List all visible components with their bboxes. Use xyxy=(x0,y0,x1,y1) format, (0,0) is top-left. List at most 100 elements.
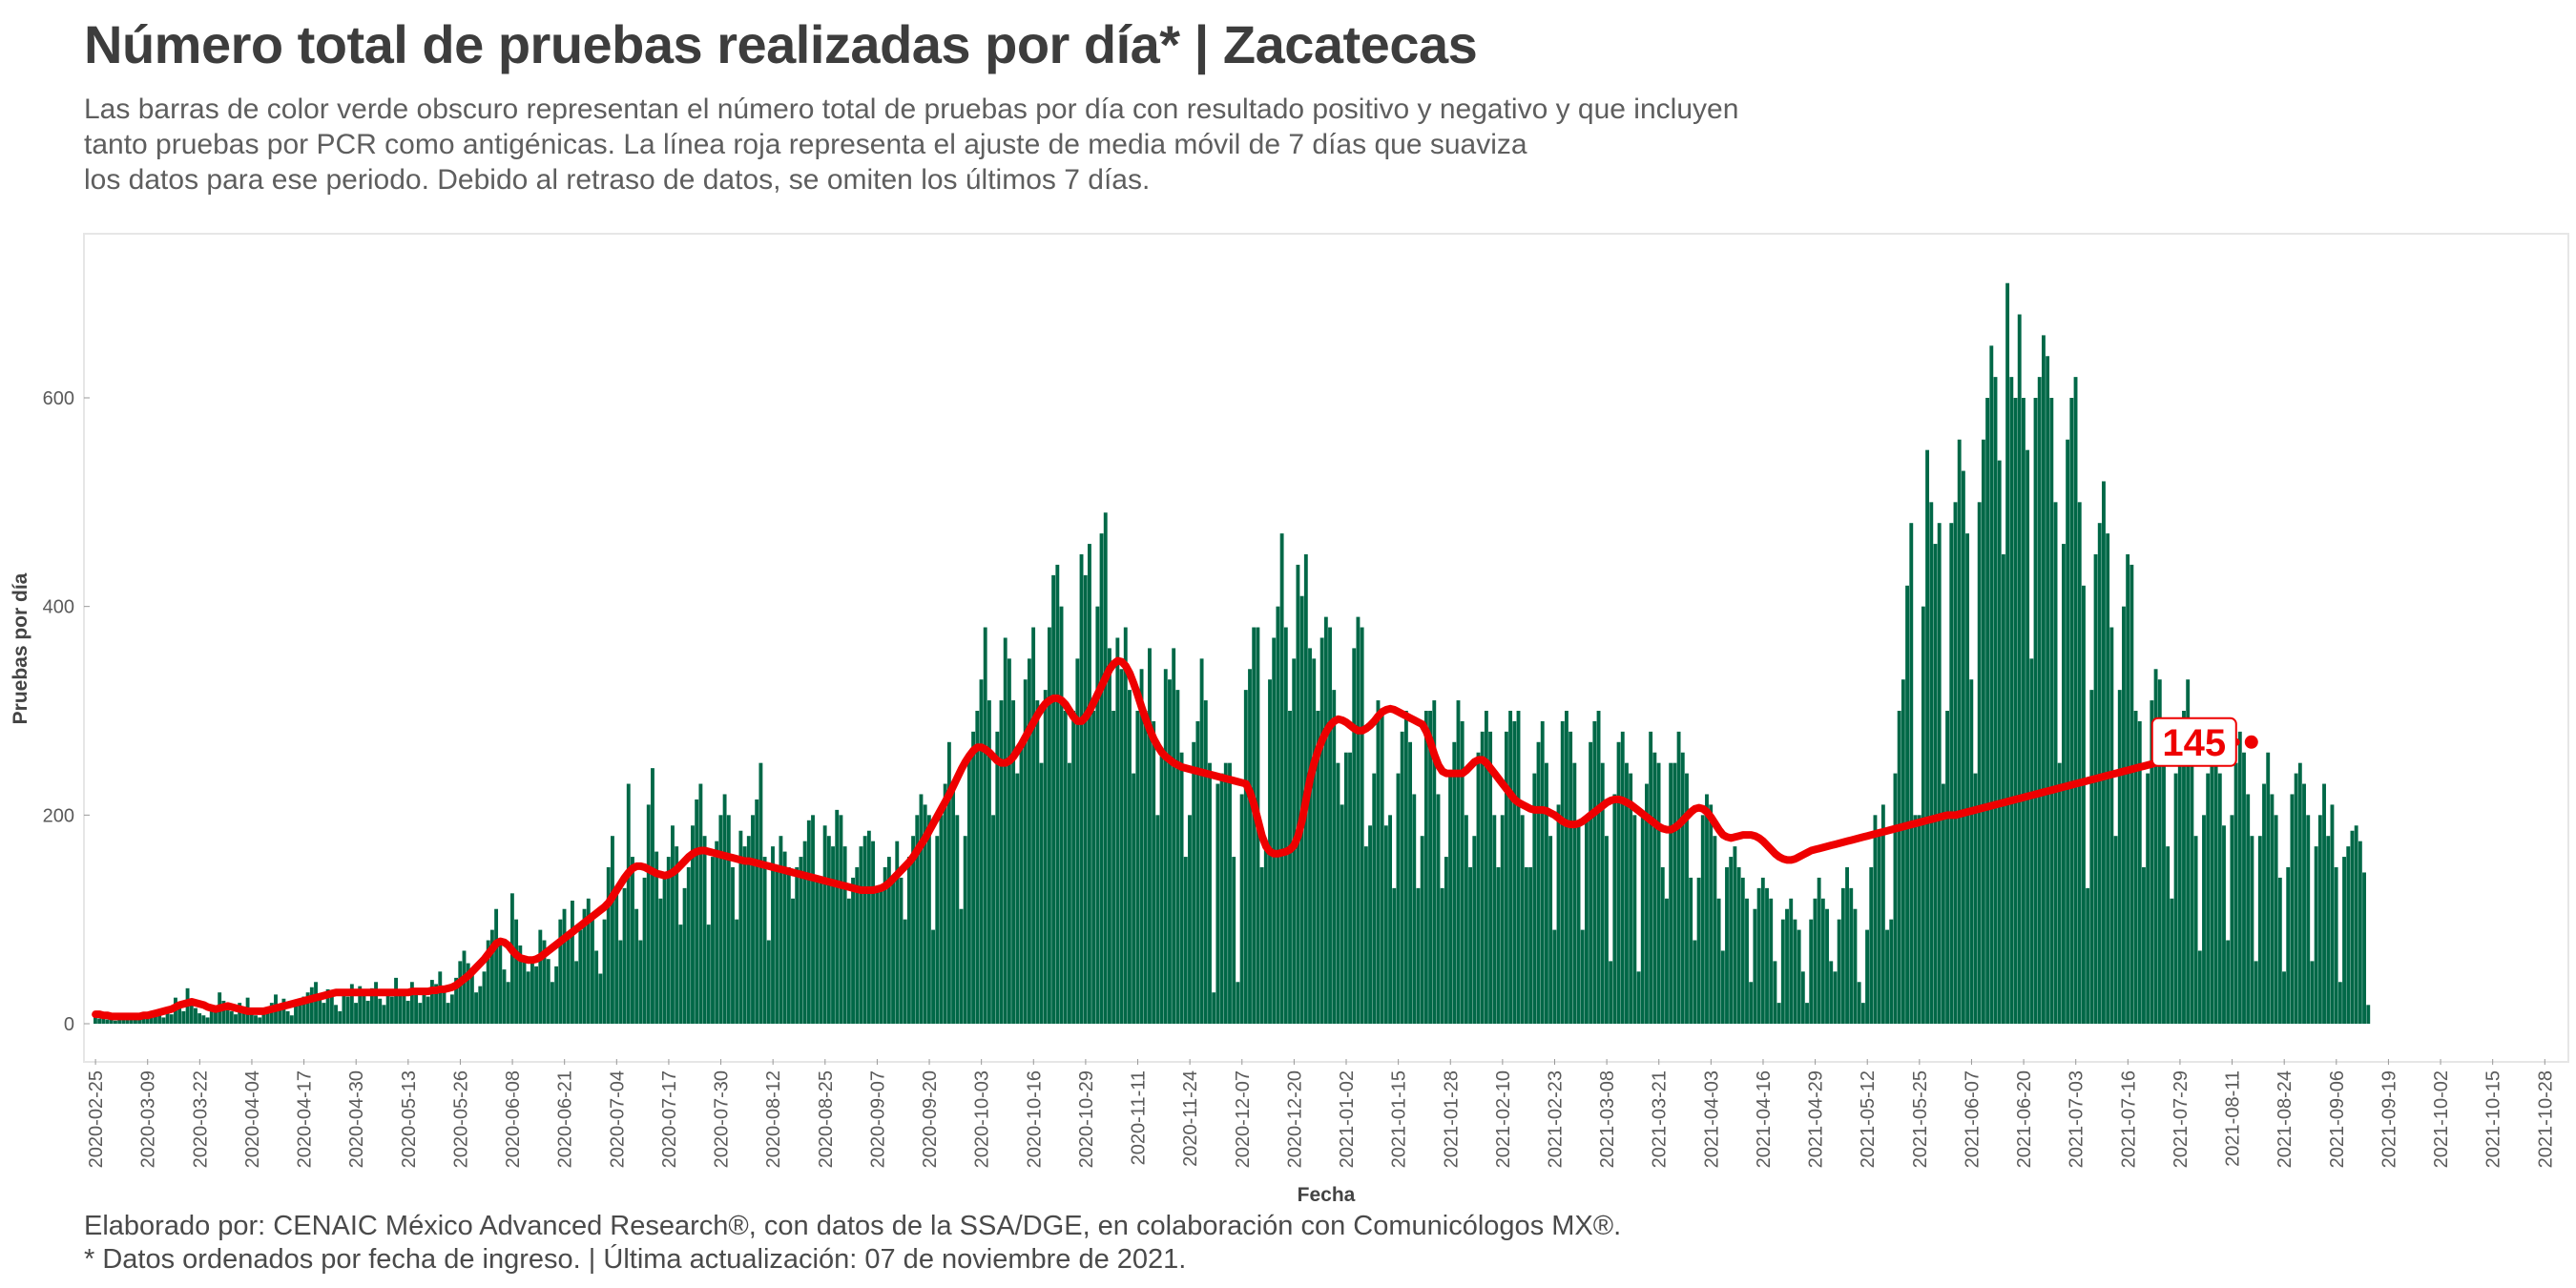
bar xyxy=(1452,741,1457,1024)
bar xyxy=(2129,564,2134,1024)
bar xyxy=(149,1016,154,1024)
bar xyxy=(1860,1003,1865,1024)
bar xyxy=(802,841,807,1024)
bar xyxy=(2113,836,2118,1024)
bar xyxy=(999,700,1004,1024)
bar xyxy=(1785,908,1789,1024)
x-tick-label: 2020-04-17 xyxy=(295,1070,316,1168)
bar xyxy=(1492,815,1497,1024)
bar xyxy=(1027,658,1031,1024)
bar xyxy=(1103,512,1108,1024)
bar xyxy=(855,867,860,1024)
bar xyxy=(1957,439,1962,1025)
bar xyxy=(318,998,322,1024)
x-tick-label: 2021-04-29 xyxy=(1806,1070,1827,1168)
bar xyxy=(1893,773,1898,1024)
bar xyxy=(1376,700,1381,1024)
bar xyxy=(1665,898,1669,1024)
bar xyxy=(987,700,991,1024)
bar xyxy=(2282,971,2286,1024)
bar xyxy=(546,959,551,1024)
bar xyxy=(1833,971,1838,1024)
bar xyxy=(903,919,907,1024)
bar xyxy=(1793,919,1797,1024)
chart-subtitle: Las barras de color verde obscuro repres… xyxy=(84,92,1738,197)
bar xyxy=(1296,564,1300,1024)
bar xyxy=(2262,783,2266,1024)
bar xyxy=(875,887,880,1024)
bar xyxy=(775,867,779,1024)
bar xyxy=(862,836,867,1024)
bar xyxy=(935,836,940,1024)
bar xyxy=(1556,804,1561,1024)
bar xyxy=(374,982,378,1024)
bar xyxy=(1372,773,1377,1024)
bar xyxy=(238,1003,242,1024)
bar xyxy=(1929,502,1934,1024)
bar xyxy=(2217,773,2222,1024)
bar xyxy=(842,846,847,1024)
bar xyxy=(1829,961,1834,1024)
bar xyxy=(1736,867,1741,1024)
bar xyxy=(1392,887,1397,1024)
bar xyxy=(654,851,659,1024)
bar xyxy=(1015,773,1020,1024)
bar xyxy=(923,804,927,1024)
bar xyxy=(509,893,514,1024)
bar xyxy=(695,799,699,1024)
bar xyxy=(354,1003,358,1024)
bar xyxy=(906,857,911,1024)
bar xyxy=(586,898,591,1024)
bar xyxy=(322,1003,326,1024)
bar xyxy=(943,783,947,1024)
bar xyxy=(1504,731,1508,1024)
x-tick-label: 2020-11-24 xyxy=(1180,1070,1201,1167)
bar xyxy=(1797,929,1801,1024)
bar xyxy=(1993,377,1998,1024)
bar xyxy=(1524,867,1528,1024)
bar xyxy=(1961,470,1965,1024)
bar xyxy=(482,971,487,1024)
bar xyxy=(899,877,904,1024)
bar xyxy=(2057,762,2062,1024)
bar xyxy=(301,996,306,1024)
bar xyxy=(991,815,996,1024)
bar xyxy=(1636,971,1641,1024)
moving-average-series xyxy=(92,656,2258,1021)
bar xyxy=(349,984,354,1024)
bar xyxy=(675,846,679,1024)
bar xyxy=(686,867,691,1024)
x-tick-label: 2021-03-08 xyxy=(1597,1070,1618,1168)
bar xyxy=(1236,982,1240,1024)
bar xyxy=(731,867,735,1024)
bar xyxy=(2126,554,2130,1024)
bar xyxy=(1813,898,1818,1024)
bar xyxy=(1540,720,1545,1024)
bar xyxy=(1123,627,1128,1024)
bar xyxy=(2314,846,2318,1024)
bar xyxy=(835,809,840,1024)
bar xyxy=(334,1005,338,1024)
subtitle-line: los datos para ese periodo. Debido al re… xyxy=(84,164,1151,196)
bar xyxy=(1215,783,1220,1024)
bar xyxy=(1953,502,1958,1024)
bar xyxy=(325,988,330,1024)
bar xyxy=(1749,982,1754,1024)
bar xyxy=(666,857,671,1024)
bar xyxy=(2170,898,2174,1024)
bar xyxy=(458,961,463,1024)
bar xyxy=(1316,711,1320,1024)
x-tick-label: 2021-05-12 xyxy=(1858,1070,1879,1168)
bar xyxy=(1168,679,1172,1024)
bar xyxy=(1436,794,1441,1024)
bar xyxy=(2286,867,2291,1024)
bar xyxy=(1132,773,1136,1024)
bar xyxy=(678,924,683,1024)
bar xyxy=(979,679,984,1024)
bar xyxy=(1283,627,1288,1024)
bar xyxy=(2310,961,2315,1024)
bar xyxy=(478,986,483,1024)
end-label-text: 145 xyxy=(2162,722,2226,764)
bar xyxy=(1865,929,1869,1024)
x-tick-label: 2021-07-16 xyxy=(2118,1070,2139,1168)
